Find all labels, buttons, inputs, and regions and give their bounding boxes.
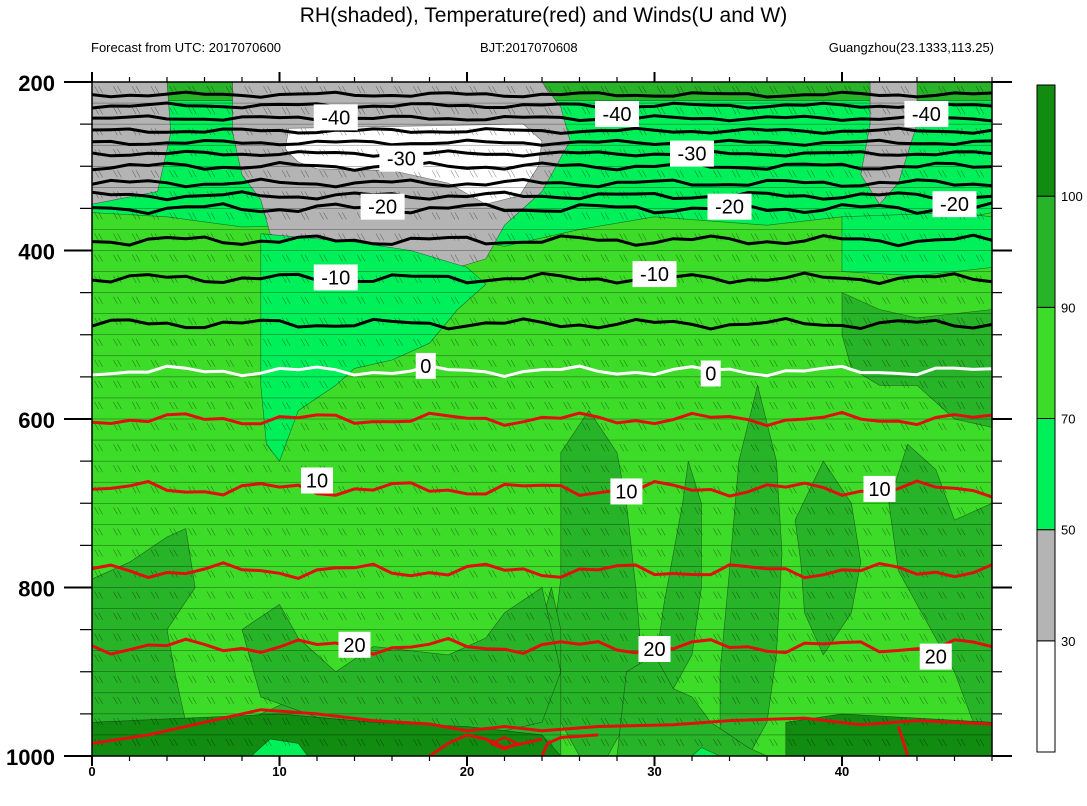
rh-region-mid-bright xyxy=(260,233,487,462)
isotherm-negative xyxy=(92,114,992,123)
contour-label-box xyxy=(313,264,358,291)
bjt-label: BJT:2017070608 xyxy=(480,40,578,55)
isotherm-negative xyxy=(92,126,992,135)
contour-label: 0 xyxy=(705,364,716,386)
y-tick-label: 800 xyxy=(18,577,55,602)
contour-label: -20 xyxy=(368,197,397,219)
contour-label: -30 xyxy=(678,144,707,166)
isotherm-diamond xyxy=(488,736,521,751)
isotherm-positive xyxy=(92,636,992,656)
isotherm-negative xyxy=(92,316,992,331)
isotherm-positive xyxy=(92,410,992,428)
y-tick-label: 200 xyxy=(18,71,55,96)
isotherm-negative xyxy=(92,90,992,99)
isotherm-negative xyxy=(92,149,992,158)
contour-label-box xyxy=(638,636,671,663)
contour-label: 20 xyxy=(343,635,365,657)
isotherm-negative xyxy=(92,101,992,110)
x-tick-label: 0 xyxy=(88,764,95,779)
colorbar-label: 90 xyxy=(1061,300,1075,315)
contour-label-box xyxy=(932,191,977,218)
contour-label-box xyxy=(904,101,949,128)
contour-label: 20 xyxy=(643,639,665,661)
location-label: Guangzhou(23.1333,113.25) xyxy=(828,40,994,55)
temperature-contours xyxy=(92,90,992,756)
contour-label: 0 xyxy=(420,356,431,378)
contour-label: -40 xyxy=(912,104,941,126)
contour-label-box xyxy=(313,104,358,131)
contour-label: 10 xyxy=(615,481,637,503)
contour-label-box xyxy=(670,140,714,167)
contour-label-box xyxy=(360,193,405,220)
contour-label-box xyxy=(700,360,721,387)
contour-label: -30 xyxy=(387,149,416,171)
colorbar-label: 70 xyxy=(1061,412,1075,427)
contour-label-box xyxy=(863,475,896,502)
contour-label-box xyxy=(595,101,639,128)
contour-label-box xyxy=(610,478,643,505)
colorbar-label: 50 xyxy=(1061,523,1075,538)
isotherm-zero xyxy=(92,364,992,378)
contour-label-box xyxy=(919,643,952,670)
contour-label: -40 xyxy=(603,104,632,126)
rh-region-col-39 xyxy=(794,460,862,656)
contour-label: -10 xyxy=(640,264,669,286)
contour-label: -20 xyxy=(940,194,969,216)
isotherm-negative xyxy=(92,190,992,202)
rh-region-bottom-bright-2 xyxy=(691,747,721,756)
y-tick-label: 1000 xyxy=(6,745,55,770)
colorbar-label: 100 xyxy=(1061,189,1083,204)
contour-label-box xyxy=(632,261,677,288)
contour-label: -10 xyxy=(321,267,350,289)
y-tick-label: 400 xyxy=(18,240,55,265)
rh-region-upper-right xyxy=(841,212,992,277)
colorbar: 30 50 70 90 100 xyxy=(1036,84,1083,753)
isotherm-negative xyxy=(92,201,992,216)
colorbar-bin xyxy=(1036,418,1056,531)
isotherm-negative xyxy=(92,160,992,172)
contour-label-box xyxy=(707,193,752,220)
contour-label: -40 xyxy=(321,107,350,129)
isotherm-lower xyxy=(540,733,599,756)
forecast-label: Forecast from UTC: 2017070600 xyxy=(91,40,282,55)
contour-label: -20 xyxy=(715,197,744,219)
contour-label-box xyxy=(301,467,333,494)
colorbar-bin xyxy=(1036,529,1056,642)
x-tick-label: 20 xyxy=(460,764,474,779)
colorbar-bin xyxy=(1036,640,1056,753)
contour-label: 10 xyxy=(306,471,328,493)
rh-region-col-35 xyxy=(719,385,783,756)
contour-label-box xyxy=(379,145,424,172)
colorbar-label: 30 xyxy=(1061,634,1075,649)
contour-label: 20 xyxy=(925,647,947,669)
isotherm-negative xyxy=(92,138,992,147)
contour-label-box xyxy=(415,352,436,379)
isotherm-loop xyxy=(428,733,543,756)
y-tick-label: 600 xyxy=(18,408,55,433)
contour-labels: -40 -40 -40 -30 -30 -20 -20 -20 -10 -10 0 0 10 10 10 20… xyxy=(301,101,977,670)
contour-label-box xyxy=(338,631,371,658)
isotherm-positive xyxy=(92,479,992,499)
colorbar-bin xyxy=(1036,195,1056,308)
colorbar-bin xyxy=(1036,84,1056,197)
isotherm-negative xyxy=(92,233,992,248)
chart-title: RH(shaded), Temperature(red) and Winds(U… xyxy=(299,4,788,27)
x-tick-label: 40 xyxy=(835,764,849,779)
colorbar-bin xyxy=(1036,306,1056,420)
isotherm-surface xyxy=(92,708,992,745)
rh-region-bottom-bright xyxy=(250,738,308,756)
isotherm-lower-right xyxy=(896,726,910,756)
x-tick-label: 30 xyxy=(647,764,661,779)
isotherm-positive xyxy=(92,561,992,580)
x-tick-label: 10 xyxy=(272,764,286,779)
isotherm-negative xyxy=(92,177,992,189)
contour-label: 10 xyxy=(868,479,890,501)
isotherm-negative xyxy=(92,271,992,286)
